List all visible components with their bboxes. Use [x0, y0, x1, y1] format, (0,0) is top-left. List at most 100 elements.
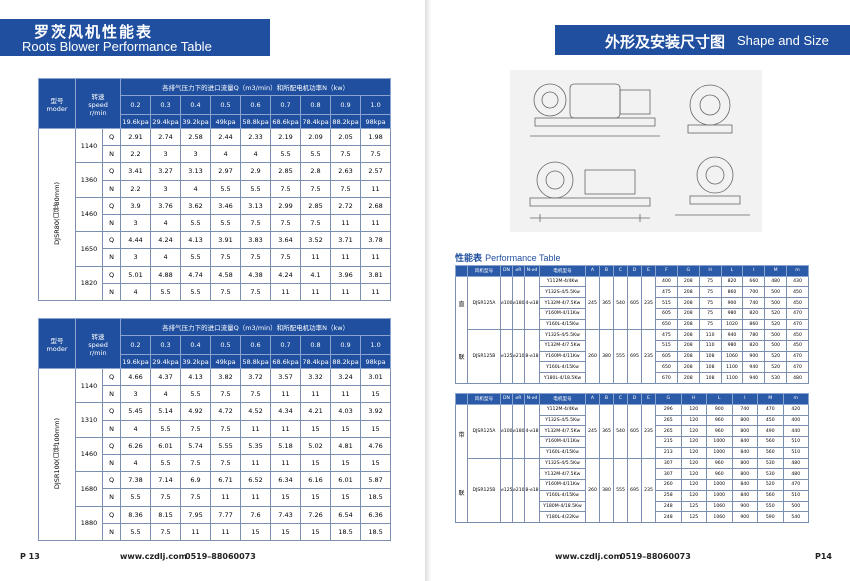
motor: Y132M-4/7.5Kw	[539, 468, 586, 480]
n-value: 5.5	[210, 179, 242, 198]
q-value: 3.13	[180, 162, 212, 181]
q-label: Q	[101, 505, 122, 524]
n-value: 3	[150, 145, 182, 164]
dim-value: 515	[655, 297, 678, 309]
motor: Y112M-4/4Kw	[539, 403, 586, 416]
q-value: 2.05	[330, 127, 362, 147]
dim-value: 108	[698, 361, 722, 374]
dim-value: 265	[655, 414, 682, 427]
n-value: 18.5	[360, 522, 392, 541]
motor: Y112M-4/4Kw	[539, 275, 586, 288]
n-value: 15	[330, 453, 362, 473]
q-value: 2.72	[330, 196, 362, 215]
pressure: 1.0	[360, 95, 392, 115]
n-row: N 3 4 5.5 7.5 7.5 7.5 11 11 11	[39, 248, 392, 267]
cell-text: speed	[88, 340, 108, 349]
q-row: 1360 Q 3.41 3.27 3.13 2.97 2.9 2.85 2.8 2.63 2.57	[39, 162, 392, 198]
pressure-kpa: 29.4kpa	[150, 354, 182, 369]
n-value: 7.5	[300, 179, 332, 198]
dim: 235	[641, 329, 656, 384]
q-value: 4.1	[300, 265, 332, 284]
dim-value: 208	[676, 275, 700, 288]
column-header: C	[613, 265, 628, 277]
dim-value: 650	[655, 361, 678, 374]
data-row: Y160M-4/11Kw 605 208 108 1060 900 520 470	[456, 350, 809, 363]
q-value: 4.13	[180, 367, 212, 387]
group-label: 带联	[457, 405, 467, 521]
title-cn: 罗茨风机性能表	[34, 23, 154, 41]
q-value: 2.44	[210, 127, 242, 147]
q-value: 2.99	[270, 196, 302, 215]
n-row: N 5.5 7.5 7.5 11 11 15 15 15 18.5	[39, 488, 392, 507]
dim: 365	[599, 403, 614, 459]
data-row: 带联 DJSR125A ⌀100 ⌀180 4-⌀18 Y112M-4/4Kw 245 365…	[455, 403, 809, 524]
column-header: L	[720, 265, 744, 277]
q-value: 3.62	[180, 196, 212, 215]
motor: Y132S-4/5.5Kw	[539, 286, 586, 299]
q-row: 1880 Q 8.36 8.15 7.95 7.77 7.6 7.43 7.26 6.54 6.36	[39, 505, 392, 541]
model-cell: DJSR80(口径80mm)	[38, 128, 76, 301]
n-value: 11	[240, 419, 272, 438]
q-value: 3.82	[210, 367, 242, 387]
q-value: 4.38	[240, 265, 272, 284]
dim-value: 120	[680, 414, 707, 427]
dim-value: 475	[655, 286, 678, 299]
dim-value: 1000	[706, 446, 733, 459]
dim-value: 900	[731, 500, 758, 513]
dim-value: 307	[655, 457, 682, 470]
data-row: Y132M-4/7.5Kw 515 208 110 980 820 500 450	[456, 340, 809, 352]
title-en: Roots Blower Performance Table	[22, 39, 212, 54]
q-value: 3.57	[270, 367, 302, 387]
cell-text: 转速	[91, 332, 105, 341]
group-r: ⌀210	[512, 457, 525, 523]
q-value: 5.45	[120, 402, 152, 421]
n-value: 11	[330, 213, 362, 233]
n-value: 4	[120, 453, 152, 473]
dim-value: 940	[720, 329, 744, 342]
n-value: 5.5	[120, 488, 152, 507]
motor: Y132M-4/7.5Kw	[539, 340, 586, 352]
dim-value: 208	[676, 307, 700, 320]
n-value: 11	[360, 282, 392, 301]
pressure: 0.5	[210, 95, 242, 115]
column-header: DN	[500, 265, 513, 277]
pressure: 0.4	[180, 335, 212, 355]
dim-value: 650	[655, 318, 678, 331]
group-model: DJSR125A	[467, 275, 501, 331]
n-value: 4	[120, 282, 152, 301]
dim-value: 1060	[720, 350, 744, 363]
group-model: DJSR125B	[467, 329, 501, 384]
pressure: 0.4	[180, 95, 212, 115]
n-value: 5.5	[180, 248, 212, 267]
n-value: 15	[270, 488, 302, 507]
n-value: 5.5	[180, 385, 212, 404]
n-value: 4	[150, 248, 182, 267]
dim-value: 265	[655, 425, 682, 437]
pressure: 0.7	[270, 335, 302, 355]
n-value: 11	[300, 282, 332, 301]
dim-value: 1000	[706, 489, 733, 502]
n-value: 11	[270, 385, 302, 404]
section-title: 性能表 Performance Table	[455, 251, 561, 264]
dim-value: 515	[655, 340, 678, 352]
group-model: DJSR125B	[467, 457, 501, 523]
pressure-kpa: 58.8kpa	[240, 114, 272, 129]
pressure: 0.9	[330, 335, 362, 355]
caption: 各排气压力下的进口流量Q（m3/min）和所配电机功率N（kw）	[120, 78, 392, 96]
n-row: N 4 5.5 7.5 7.5 11 11 15 15 15	[39, 453, 392, 473]
q-value: 7.6	[240, 505, 272, 524]
q-row: DJSR100(口径100mm) 1140 Q 4.66 4.37 4.13 3.82 3.7…	[38, 367, 392, 541]
dim-value: 125	[680, 500, 707, 513]
pressure-kpa: 39.2kpa	[180, 354, 212, 369]
dim-value: 480	[764, 275, 788, 288]
n-row: N 5.5 7.5 11 11 15 15 15 18.5 18.5	[39, 522, 392, 541]
q-value: 3.64	[270, 231, 302, 250]
column-header: H	[698, 265, 722, 277]
q-label: Q	[101, 265, 122, 284]
q-value: 4.52	[240, 402, 272, 421]
dim-value: 530	[757, 457, 784, 470]
dim: 260	[585, 329, 600, 384]
column-header: A	[585, 393, 600, 405]
